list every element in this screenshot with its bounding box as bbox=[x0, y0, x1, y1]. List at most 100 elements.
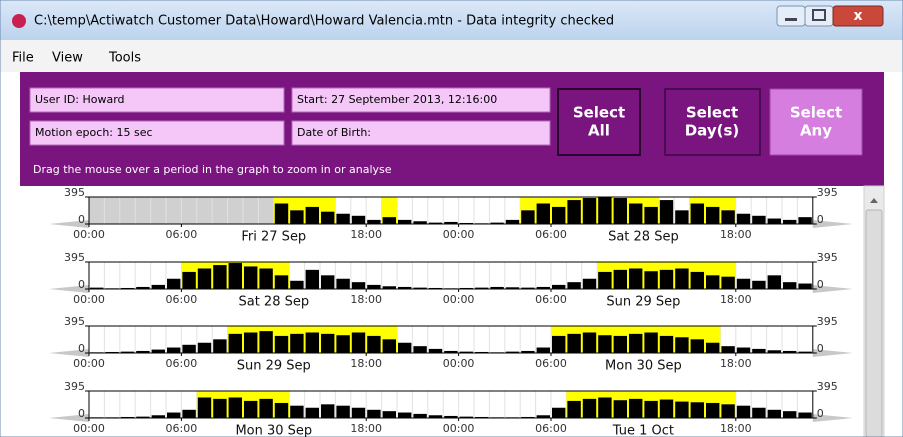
activity-bar bbox=[305, 269, 319, 289]
x-tick-label: 00:00 bbox=[443, 293, 475, 306]
x-tick-label: 00:00 bbox=[443, 228, 475, 241]
activity-bar bbox=[552, 335, 566, 353]
minimize-glyph bbox=[785, 18, 797, 21]
activity-bar bbox=[151, 415, 165, 418]
activity-bar bbox=[690, 339, 704, 353]
activity-bar bbox=[213, 265, 227, 289]
activity-bar bbox=[736, 347, 751, 353]
y-tick-label: 0 bbox=[78, 278, 85, 291]
x-tick-label: 06:00 bbox=[535, 422, 567, 435]
activity-bar bbox=[228, 397, 242, 418]
activity-bar bbox=[552, 407, 566, 418]
activity-bar bbox=[783, 219, 797, 224]
activity-bar bbox=[336, 278, 350, 289]
day-label: Tue 1 Oct bbox=[612, 424, 674, 437]
x-tick-label: 00:00 bbox=[73, 357, 105, 370]
activity-bar bbox=[274, 275, 289, 289]
y-tick-label: 395 bbox=[64, 380, 85, 393]
activity-bar bbox=[752, 215, 766, 224]
activity-bar bbox=[244, 332, 258, 353]
activity-bar bbox=[428, 415, 443, 418]
user-id-field bbox=[29, 87, 285, 113]
day-label: Sun 29 Sep bbox=[606, 295, 680, 310]
activity-bar bbox=[244, 400, 258, 418]
date-of-birth: Date of Birth: bbox=[297, 126, 371, 139]
activity-bar bbox=[798, 217, 812, 224]
activity-bar bbox=[475, 351, 489, 353]
highlight-period bbox=[196, 391, 290, 418]
activity-bar bbox=[567, 333, 581, 353]
activity-bar bbox=[444, 221, 458, 224]
activity-bar bbox=[659, 399, 674, 418]
activity-bar bbox=[521, 350, 535, 353]
close-button[interactable] bbox=[832, 5, 884, 27]
activity-bar bbox=[783, 350, 797, 353]
x-tick-label: 18:00 bbox=[350, 228, 382, 241]
day-label: Mon 30 Sep bbox=[605, 359, 682, 374]
scroll-thumb[interactable] bbox=[865, 209, 883, 437]
scale-wedge bbox=[49, 414, 89, 422]
activity-bar bbox=[767, 275, 781, 289]
activity-bar bbox=[644, 400, 658, 418]
activity-bar bbox=[259, 398, 273, 418]
activity-bar bbox=[552, 206, 566, 224]
x-tick-label: 06:00 bbox=[166, 293, 198, 306]
select-any-button[interactable] bbox=[769, 88, 863, 156]
activity-bar bbox=[413, 413, 427, 418]
activity-bar bbox=[783, 411, 797, 418]
x-tick-label: 06:00 bbox=[535, 293, 567, 306]
activity-bar bbox=[629, 333, 643, 353]
plot-border bbox=[88, 196, 814, 225]
activity-bar bbox=[598, 335, 612, 353]
activity-bar bbox=[459, 351, 473, 353]
y-tick-label: 395 bbox=[817, 315, 838, 328]
activity-bar bbox=[398, 342, 412, 353]
activity-bar bbox=[413, 221, 427, 224]
activity-bar bbox=[582, 332, 597, 353]
select-all-button[interactable] bbox=[557, 88, 641, 156]
activity-bar bbox=[598, 271, 612, 289]
menu-item[interactable]: View bbox=[52, 51, 83, 66]
activity-bar bbox=[290, 333, 304, 353]
activity-bar bbox=[90, 287, 104, 289]
activity-bar bbox=[783, 282, 797, 289]
activity-bar bbox=[644, 332, 658, 353]
activity-bar bbox=[675, 210, 689, 224]
select-days-button[interactable] bbox=[664, 88, 761, 156]
scale-wedge bbox=[812, 285, 853, 293]
activity-bar bbox=[644, 271, 658, 289]
activity-bar bbox=[505, 287, 520, 289]
day-label: Sat 28 Sep bbox=[608, 230, 679, 245]
x-tick-label: 06:00 bbox=[166, 357, 198, 370]
activity-bar bbox=[798, 283, 812, 289]
activity-bar bbox=[398, 286, 412, 289]
activity-bar bbox=[721, 210, 735, 224]
activity-bar bbox=[274, 335, 289, 353]
button-label: Select bbox=[573, 104, 625, 122]
menu-item[interactable]: Tools bbox=[108, 51, 141, 66]
activity-bar bbox=[444, 350, 458, 353]
activity-bar bbox=[567, 200, 581, 224]
activity-bar bbox=[274, 402, 289, 418]
no-data bbox=[166, 197, 182, 224]
title-bar bbox=[0, 0, 903, 40]
activity-bar bbox=[613, 269, 627, 289]
activity-bar bbox=[213, 398, 227, 418]
x-tick-label: 18:00 bbox=[350, 422, 382, 435]
menu-bar bbox=[0, 40, 903, 72]
x-tick-label: 18:00 bbox=[350, 293, 382, 306]
activity-bar bbox=[120, 351, 135, 353]
x-tick-label: 18:00 bbox=[720, 228, 752, 241]
minimize-button[interactable] bbox=[776, 5, 806, 27]
scroll-up-arrow[interactable] bbox=[870, 198, 878, 203]
activity-bar bbox=[706, 206, 720, 224]
activity-bar bbox=[644, 206, 658, 224]
activity-bar bbox=[413, 287, 427, 289]
motion-epoch: Motion epoch: 15 sec bbox=[35, 126, 153, 139]
menu-item[interactable]: File bbox=[12, 51, 34, 66]
activity-bar bbox=[706, 402, 720, 418]
activity-bar bbox=[120, 416, 135, 418]
no-data bbox=[243, 197, 259, 224]
activity-bar bbox=[259, 268, 273, 289]
